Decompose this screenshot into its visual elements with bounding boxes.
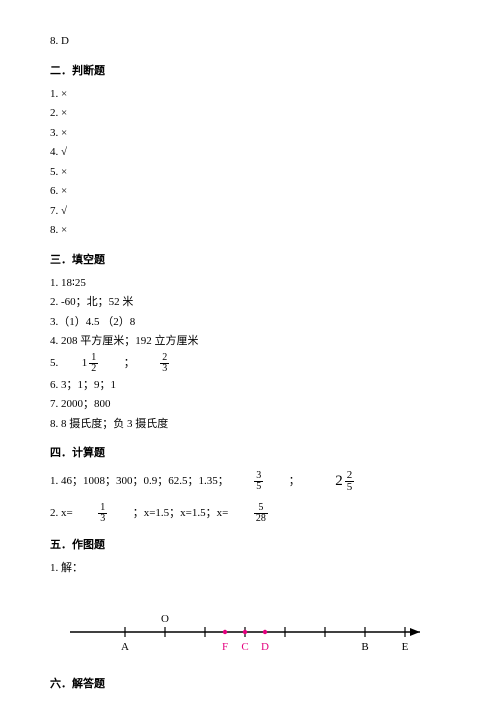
frac-den: 28 [254,514,268,524]
top-item-8: 8. D [50,33,450,50]
s4-item-1: 1. 46；1008；300；0.9；62.5；1.35； 35 ； 225 [50,470,450,493]
frac-num: 2 [160,353,169,364]
s3-item-3: 3.（1）4.5 （2）8 [50,314,450,331]
frac-den: 5 [254,482,263,492]
s2-item-6: 6. × [50,183,450,200]
section-5-title: 五．作图题 [50,536,450,552]
section-3-title: 三．填空题 [50,251,450,267]
s4-i1-sep: ； [289,475,300,487]
mixed-whole: 2 [335,470,343,493]
s4-i2-prefix: 2. x= [50,507,73,519]
s2-item-2: 2. × [50,105,450,122]
s2-item-7: 7. √ [50,203,450,220]
fraction: 25 [345,470,355,493]
svg-text:F: F [222,641,228,653]
s2-item-3: 3. × [50,125,450,142]
section-2-title: 二．判断题 [50,62,450,78]
fraction: 12 [89,353,98,374]
svg-text:C: C [241,641,248,653]
number-line-svg: A O B E F C D [50,602,430,657]
section-6-title: 六．解答题 [50,675,450,691]
s3-i5-prefix: 5. [50,357,58,369]
s3-item-6: 6. 3；1；9；1 [50,377,450,394]
frac-den: 3 [160,364,169,374]
s2-item-5: 5. × [50,164,450,181]
s3-item-1: 1. 18∶25 [50,275,450,292]
mixed-fraction: 112 [82,353,101,374]
s3-i5-sep: ； [124,357,135,369]
svg-text:B: B [361,641,368,653]
s3-item-5: 5. 112 ； 23 [50,353,450,374]
s2-item-4: 4. √ [50,144,450,161]
number-line-diagram: A O B E F C D [50,602,450,660]
frac-den: 2 [89,364,98,374]
fraction: 23 [160,353,169,374]
s3-item-4: 4. 208 平方厘米；192 立方厘米 [50,333,450,350]
section-4-title: 四．计算题 [50,444,450,460]
frac-num: 1 [89,353,98,364]
s5-item-1: 1. 解： [50,560,450,577]
s4-i1-prefix: 1. 46；1008；300；0.9；62.5；1.35； [50,475,229,487]
fraction: 35 [254,471,263,492]
fraction: 13 [98,503,107,524]
s3-item-7: 7. 2000；800 [50,396,450,413]
svg-text:A: A [121,641,129,653]
frac-den: 5 [345,482,355,493]
s2-item-1: 1. × [50,86,450,103]
svg-text:E: E [402,641,409,653]
mixed-whole: 1 [82,355,88,372]
frac-den: 3 [98,514,107,524]
mixed-fraction: 225 [335,470,356,493]
svg-text:O: O [161,613,169,625]
s2-item-8: 8. × [50,222,450,239]
svg-text:D: D [261,641,269,653]
s4-item-2: 2. x= 13 ；x=1.5；x=1.5；x= 528 [50,503,450,524]
s4-i2-mid: ；x=1.5；x=1.5；x= [133,507,229,519]
s3-item-2: 2. -60；北；52 米 [50,294,450,311]
s3-item-8: 8. 8 摄氏度；负 3 摄氏度 [50,416,450,433]
fraction: 528 [254,503,268,524]
